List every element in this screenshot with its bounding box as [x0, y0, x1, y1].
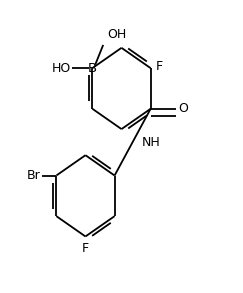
- Text: F: F: [156, 60, 163, 73]
- Text: F: F: [82, 242, 89, 255]
- Text: HO: HO: [52, 62, 71, 75]
- Text: B: B: [88, 62, 97, 75]
- Text: O: O: [179, 102, 189, 115]
- Text: NH: NH: [142, 136, 161, 149]
- Text: OH: OH: [107, 28, 126, 40]
- Text: Br: Br: [27, 169, 41, 182]
